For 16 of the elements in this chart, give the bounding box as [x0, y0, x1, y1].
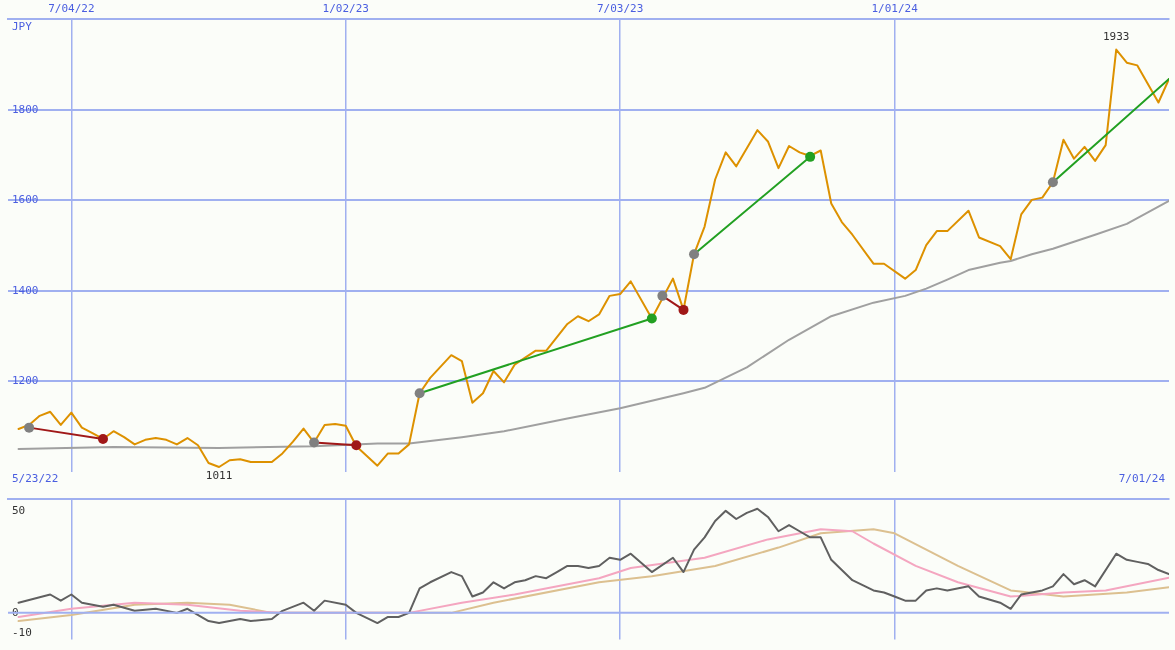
annotation: 1011: [205, 469, 233, 483]
text: 7/01/24: [1118, 472, 1166, 486]
x-tick-label: 7/04/22: [48, 2, 95, 16]
y-tick-label: 1600: [12, 193, 39, 207]
y-tick-label: 50: [12, 503, 26, 517]
x-tick-label: 1/01/24: [871, 2, 919, 16]
annotation: 1933: [1102, 29, 1130, 43]
x-tick-label: 1/02/23: [322, 2, 369, 16]
y-tick-label: 1400: [12, 283, 39, 297]
text: 5/23/22: [12, 472, 59, 486]
point: [1047, 177, 1058, 188]
x-tick-label: 7/03/23: [596, 2, 644, 16]
y-tick-label: -10: [12, 626, 32, 640]
y-tick-label: 1800: [12, 102, 39, 116]
y-tick-label: 1200: [12, 374, 39, 388]
y-axis-title: JPY: [12, 19, 33, 33]
